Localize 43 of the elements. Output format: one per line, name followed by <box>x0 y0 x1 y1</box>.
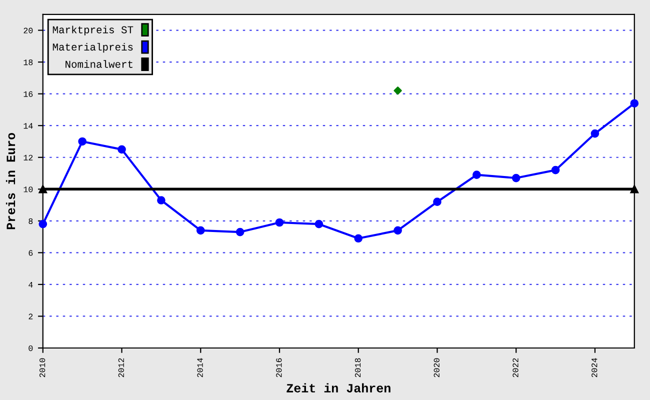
point <box>314 220 324 228</box>
x-tick-label: 2020 <box>434 358 440 378</box>
legend-label: Marktpreis ST <box>52 26 134 36</box>
y-tick-label: 16 <box>24 91 33 97</box>
point <box>630 99 639 108</box>
y-tick-label: 10 <box>24 186 33 192</box>
point <box>38 184 48 194</box>
y-tick-label: 0 <box>28 345 33 352</box>
point <box>472 170 481 180</box>
y-axis-title: Preis in Euro <box>6 133 16 230</box>
y-tick-label: 6 <box>28 250 33 256</box>
point <box>236 228 244 236</box>
point <box>275 218 284 227</box>
legend-label: Materialpreis <box>52 42 133 53</box>
x-tick-label: 2014 <box>197 358 203 378</box>
y-tick-label: 12 <box>24 154 33 160</box>
point <box>590 129 600 138</box>
x-tick-label: 2016 <box>276 358 282 378</box>
legend-label: Nominalwert <box>66 60 132 68</box>
x-tick-label: 2024 <box>592 358 598 378</box>
y-tick-label: 14 <box>24 123 33 129</box>
point <box>157 196 166 204</box>
x-tick-label: 2012 <box>118 358 124 378</box>
point <box>78 137 86 146</box>
x-tick-label: 2010 <box>39 358 46 378</box>
x-tick-label: 2018 <box>354 358 361 378</box>
y-tick-label: 8 <box>28 218 33 224</box>
point <box>118 145 126 154</box>
point <box>512 174 520 182</box>
point <box>196 226 205 235</box>
x-axis-title: Zeit in Jahren <box>286 383 390 392</box>
point <box>551 166 560 174</box>
y-tick-label: 20 <box>24 28 33 34</box>
y-tick-label: 4 <box>28 282 33 288</box>
point <box>38 220 48 228</box>
x-tick-label: 2022 <box>512 358 518 378</box>
y-tick-label: 18 <box>24 60 33 66</box>
y-tick-label: 2 <box>28 314 33 320</box>
point <box>630 184 639 194</box>
point <box>394 86 402 95</box>
point <box>394 226 402 235</box>
point <box>354 234 363 243</box>
point <box>433 198 442 206</box>
